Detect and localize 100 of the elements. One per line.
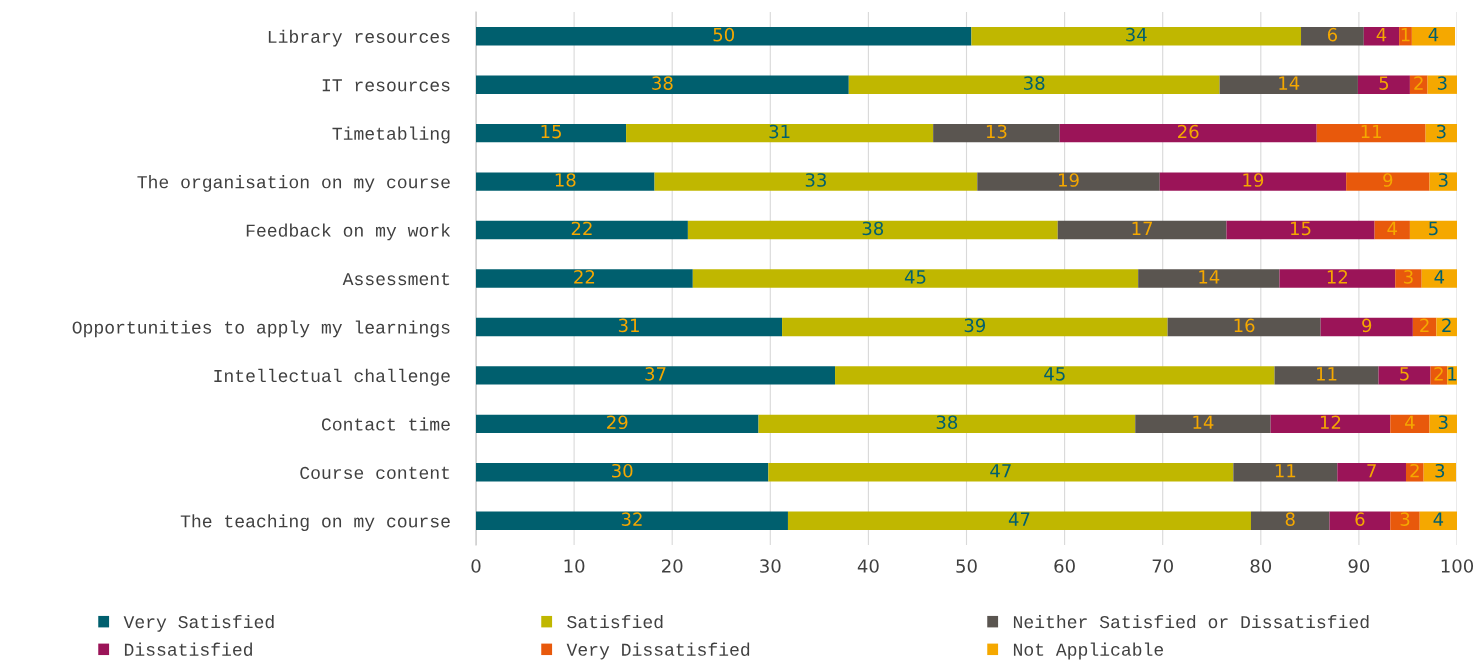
data-label: 34 bbox=[1126, 27, 1147, 42]
y-tick-label: Library resources bbox=[268, 29, 450, 47]
bar bbox=[476, 511, 788, 530]
y-tick-label: Assessment bbox=[342, 273, 450, 286]
data-label: 38 bbox=[862, 221, 884, 236]
data-label: 6 bbox=[1355, 512, 1365, 527]
data-label: 3 bbox=[1437, 76, 1447, 90]
data-label: 31 bbox=[769, 124, 790, 139]
x-tick-label: 70 bbox=[1152, 559, 1173, 573]
bar bbox=[977, 172, 1160, 191]
data-label: 47 bbox=[990, 464, 1011, 478]
bar bbox=[1057, 220, 1227, 240]
x-tick-label: 40 bbox=[857, 559, 879, 573]
data-label: 2 bbox=[1420, 318, 1429, 332]
data-label: 8 bbox=[1285, 512, 1295, 527]
bar bbox=[654, 172, 978, 191]
y-tick-label: Opportunities to apply my learnings bbox=[72, 320, 450, 338]
bar bbox=[1363, 27, 1400, 46]
data-label: 4 bbox=[1433, 512, 1444, 526]
data-label: 3 bbox=[1438, 415, 1448, 430]
x-tick-label: 90 bbox=[1348, 559, 1370, 573]
bar bbox=[1274, 366, 1379, 385]
data-label: 18 bbox=[555, 173, 576, 187]
bar bbox=[476, 317, 783, 337]
legend-label: Very Satisfied bbox=[123, 614, 274, 632]
data-label: 13 bbox=[986, 124, 1007, 139]
data-label: 29 bbox=[607, 415, 628, 430]
bar bbox=[1337, 463, 1406, 482]
bar bbox=[1270, 414, 1391, 434]
data-label: 9 bbox=[1362, 318, 1372, 333]
legend-label: Very Dissatisfied bbox=[566, 642, 750, 660]
data-label: 22 bbox=[571, 221, 592, 236]
bar bbox=[476, 463, 769, 482]
data-label: 22 bbox=[574, 270, 595, 284]
x-tick-label: 100 bbox=[1441, 559, 1474, 573]
legend-label: Neither Satisfied or Dissatisfied bbox=[1013, 614, 1369, 629]
data-label: 2 bbox=[1414, 76, 1423, 90]
legend-label: Satisfied bbox=[567, 614, 663, 629]
data-label: 5 bbox=[1379, 76, 1389, 90]
data-label: 4 bbox=[1428, 28, 1439, 42]
bar bbox=[782, 317, 1168, 337]
data-label: 11 bbox=[1275, 464, 1296, 478]
data-label: 38 bbox=[936, 415, 958, 430]
data-label: 38 bbox=[1024, 76, 1045, 90]
bar bbox=[476, 123, 627, 143]
bar bbox=[476, 414, 759, 434]
bar bbox=[1409, 75, 1428, 94]
bar bbox=[1329, 511, 1391, 530]
bar bbox=[1301, 27, 1364, 46]
data-label: 4 bbox=[1376, 28, 1387, 42]
x-tick-label: 50 bbox=[956, 559, 977, 573]
bar bbox=[1316, 123, 1426, 143]
data-label: 19 bbox=[1243, 173, 1264, 187]
bar bbox=[1279, 269, 1396, 288]
bar bbox=[1167, 317, 1321, 337]
x-tick-label: 60 bbox=[1054, 559, 1075, 573]
bar bbox=[1233, 463, 1338, 482]
data-label: 38 bbox=[652, 76, 673, 90]
data-label: 3 bbox=[1400, 512, 1410, 527]
data-label: 33 bbox=[805, 173, 826, 187]
bar bbox=[1138, 269, 1280, 288]
bar bbox=[1390, 511, 1420, 530]
data-label: 19 bbox=[1059, 173, 1079, 187]
data-label: 26 bbox=[1178, 124, 1199, 139]
data-label: 11 bbox=[1317, 367, 1337, 381]
bar bbox=[1320, 317, 1413, 337]
bar bbox=[835, 366, 1275, 385]
bar bbox=[476, 75, 849, 94]
data-label: 14 bbox=[1199, 270, 1220, 284]
bar bbox=[1357, 75, 1410, 94]
bar bbox=[768, 463, 1234, 482]
bar bbox=[1419, 511, 1457, 530]
bar bbox=[1409, 220, 1457, 240]
data-label: 5 bbox=[1400, 367, 1409, 381]
legend-label: Dissatisfied bbox=[124, 642, 252, 656]
data-label: 15 bbox=[541, 124, 561, 139]
data-label: 2 bbox=[1434, 366, 1443, 381]
data-label: 12 bbox=[1327, 270, 1347, 284]
bar bbox=[1395, 269, 1422, 288]
data-label: 45 bbox=[904, 270, 926, 284]
data-label: 39 bbox=[964, 318, 986, 333]
data-label: 50 bbox=[713, 27, 734, 42]
data-label: 37 bbox=[645, 366, 666, 381]
bar bbox=[1390, 414, 1430, 434]
bar bbox=[1226, 220, 1375, 240]
data-label: 5 bbox=[1429, 221, 1438, 236]
data-label: 4 bbox=[1387, 221, 1397, 236]
x-tick-label: 20 bbox=[662, 559, 683, 573]
y-tick-label: Feedback on my work bbox=[246, 223, 451, 241]
y-tick-label: The teaching on my course bbox=[180, 514, 450, 532]
data-label: 6 bbox=[1327, 27, 1338, 42]
x-tick-label: 0 bbox=[471, 559, 481, 573]
data-label: 3 bbox=[1436, 124, 1446, 139]
data-label: 1 bbox=[1401, 28, 1410, 42]
data-label: 17 bbox=[1132, 221, 1153, 236]
data-label: 16 bbox=[1234, 318, 1255, 333]
data-label: 11 bbox=[1361, 124, 1381, 139]
y-tick-label: Intellectual challenge bbox=[214, 368, 450, 386]
y-tick-label: Timetabling bbox=[332, 126, 450, 144]
data-label: 4 bbox=[1434, 270, 1445, 284]
